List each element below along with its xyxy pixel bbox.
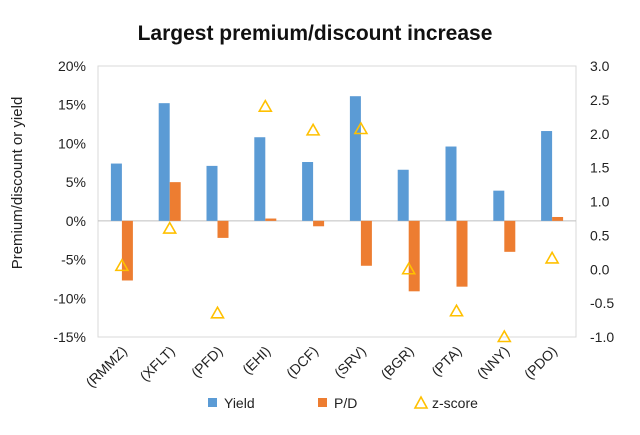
legend-label: Yield — [224, 395, 255, 411]
bar-p-d — [313, 220, 325, 227]
y-tick-label: 20% — [58, 58, 86, 74]
bar-yield — [397, 169, 409, 221]
bar-yield — [349, 96, 361, 221]
legend-label: P/D — [334, 395, 357, 411]
scatter-point-z-score — [353, 121, 369, 135]
x-tick-label: (NNY) — [474, 343, 513, 382]
y-tick-label: 10% — [58, 135, 86, 151]
scatter-point-z-score — [401, 261, 417, 275]
x-tick-label: (EHI) — [239, 343, 273, 377]
y-tick-label: -15% — [53, 329, 86, 345]
x-tick-label: (DCF) — [283, 343, 321, 381]
bar-yield — [110, 163, 122, 221]
bar-p-d — [504, 220, 516, 252]
y-tick-label: -5% — [61, 252, 86, 268]
scatter-point-z-score — [162, 220, 178, 234]
x-tick-label: (PTA) — [428, 343, 464, 379]
bar-yield — [541, 131, 553, 221]
y2-tick-label: 1.5 — [590, 160, 610, 176]
bar-p-d — [217, 220, 229, 238]
bar-yield — [302, 162, 314, 221]
scatter-point-z-score — [449, 303, 464, 317]
y2-tick-label: 1.0 — [590, 194, 610, 210]
bar-p-d — [169, 182, 181, 221]
y-tick-label: 5% — [66, 174, 86, 190]
x-tick-label: (BGR) — [377, 343, 416, 382]
y-tick-label: 0% — [66, 213, 86, 229]
y-tick-label: -10% — [53, 290, 86, 306]
scatter-point-z-score — [496, 329, 512, 343]
x-tick-label: (PFD) — [188, 343, 226, 381]
scatter-point-z-score — [544, 250, 560, 264]
x-tick-label: (PDO) — [521, 343, 560, 382]
legend-swatch — [208, 398, 217, 407]
bar-p-d — [265, 218, 277, 221]
plot-area: -15% -10% -5% 0% 5% 10% 15% 20% -1.0 -0.5 0.0 0.5 1.… — [53, 58, 614, 390]
bar-yield — [254, 137, 266, 221]
legend-swatch — [318, 398, 327, 407]
y2-tick-label: 2.0 — [590, 126, 610, 142]
bar-yield — [493, 190, 505, 221]
x-tick-label: (RMMZ) — [82, 343, 130, 391]
y2-tick-label: -1.0 — [590, 329, 614, 345]
legend-swatch — [413, 395, 429, 409]
scatter-point-z-score — [114, 258, 130, 272]
x-tick-label: (SRV) — [331, 343, 369, 381]
bar-p-d — [360, 220, 372, 266]
bar-yield — [206, 165, 218, 221]
y-tick-label: 15% — [58, 97, 86, 113]
scatter-point-z-score — [305, 122, 321, 136]
y2-tick-label: -0.5 — [590, 295, 614, 311]
bar-p-d — [408, 220, 420, 292]
legend-label: z-score — [432, 395, 478, 411]
y2-tick-label: 0.0 — [590, 261, 610, 277]
plot-frame — [97, 65, 577, 338]
y2-tick-label: 2.5 — [590, 92, 610, 108]
y-axis-label: Premium/discount or yield — [9, 97, 26, 270]
bar-yield — [445, 146, 457, 221]
scatter-point-z-score — [257, 99, 273, 112]
y2-tick-label: 0.5 — [590, 227, 610, 243]
bar-yield — [158, 103, 170, 221]
chart-title: Largest premium/discount increase — [138, 22, 493, 45]
legend: Yield P/D z-score — [208, 395, 478, 411]
scatter-point-z-score — [210, 305, 225, 319]
x-tick-label: (XFLT) — [136, 343, 177, 384]
bar-p-d — [121, 220, 133, 281]
bar-p-d — [456, 220, 468, 287]
y2-tick-label: 3.0 — [590, 58, 610, 74]
bar-p-d — [552, 216, 564, 221]
